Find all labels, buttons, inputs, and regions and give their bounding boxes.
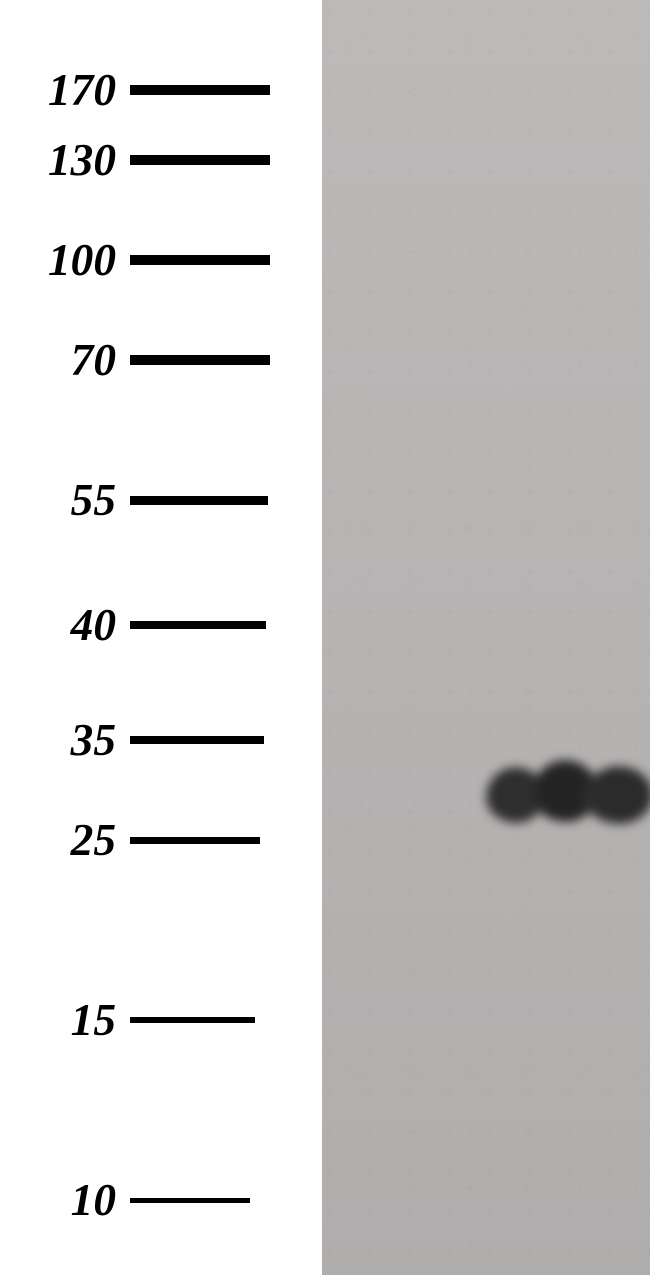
ladder-label: 15 [0, 994, 130, 1046]
ladder-label: 170 [0, 64, 130, 116]
ladder-label: 130 [0, 134, 130, 186]
ladder-tick [130, 155, 270, 165]
ladder-marker-40: 40 [0, 599, 320, 651]
ladder-marker-130: 130 [0, 134, 320, 186]
ladder-marker-70: 70 [0, 334, 320, 386]
ladder-label: 55 [0, 474, 130, 526]
ladder-tick [130, 496, 268, 505]
ladder-tick [130, 621, 266, 629]
ladder-marker-170: 170 [0, 64, 320, 116]
band-blob [584, 766, 650, 824]
ladder-tick [130, 355, 270, 365]
ladder-marker-15: 15 [0, 994, 320, 1046]
ladder-tick [130, 1017, 255, 1023]
western-blot-figure: 170 130 100 70 55 40 35 25 [0, 0, 650, 1275]
ladder-label: 35 [0, 714, 130, 766]
ladder-label: 10 [0, 1174, 130, 1226]
ladder-marker-55: 55 [0, 474, 320, 526]
blot-membrane [322, 0, 650, 1275]
ladder-label: 70 [0, 334, 130, 386]
ladder-marker-10: 10 [0, 1174, 320, 1226]
ladder-tick [130, 255, 270, 265]
molecular-weight-ladder: 170 130 100 70 55 40 35 25 [0, 0, 320, 1275]
protein-band-30kda [486, 762, 650, 824]
ladder-tick [130, 85, 270, 95]
ladder-tick [130, 837, 260, 844]
ladder-label: 40 [0, 599, 130, 651]
ladder-tick [130, 1198, 250, 1203]
ladder-marker-25: 25 [0, 814, 320, 866]
ladder-label: 25 [0, 814, 130, 866]
ladder-tick [130, 736, 264, 744]
ladder-label: 100 [0, 234, 130, 286]
ladder-marker-35: 35 [0, 714, 320, 766]
membrane-grain [322, 0, 650, 1275]
ladder-marker-100: 100 [0, 234, 320, 286]
